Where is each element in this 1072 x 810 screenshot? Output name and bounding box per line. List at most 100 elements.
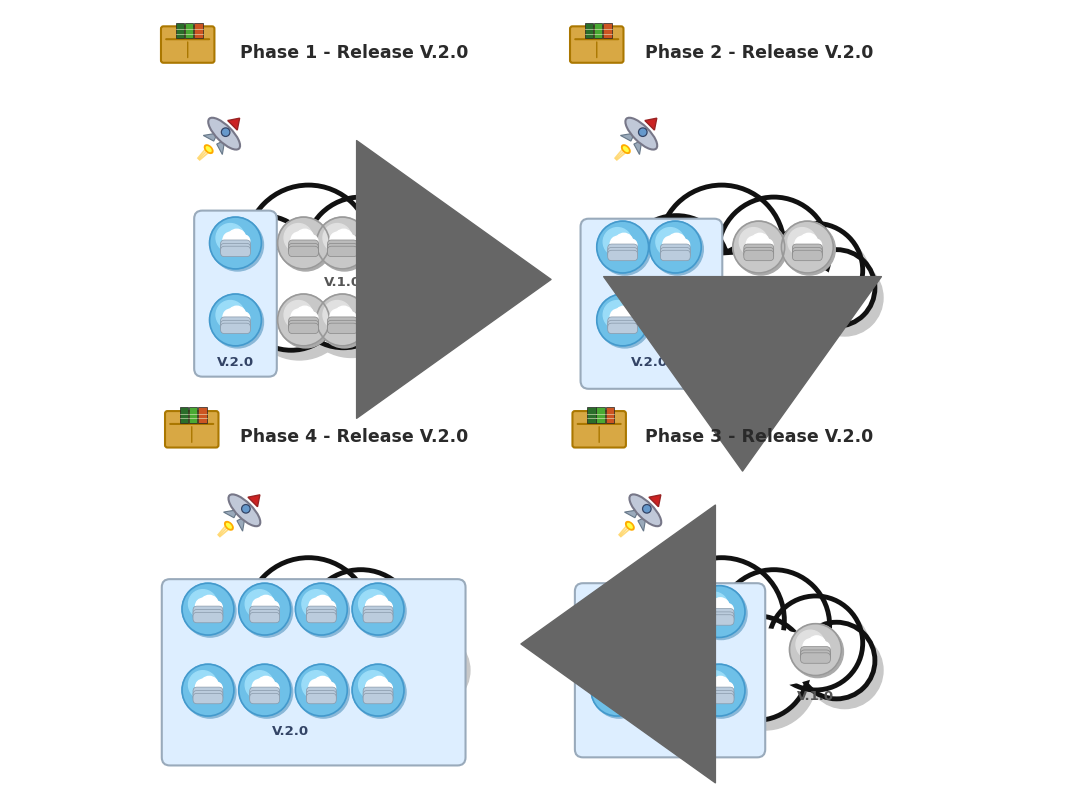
Circle shape [769,596,863,690]
Bar [584,23,593,39]
Circle shape [796,630,824,659]
Circle shape [644,506,650,512]
Bar [587,407,596,423]
Circle shape [316,294,369,346]
FancyBboxPatch shape [221,246,251,257]
Circle shape [356,217,407,269]
Text: Phase 2 - Release V.2.0: Phase 2 - Release V.2.0 [645,44,874,62]
Circle shape [370,595,388,613]
FancyBboxPatch shape [608,317,638,327]
Circle shape [604,228,631,256]
Circle shape [733,221,785,273]
Circle shape [384,312,396,324]
Circle shape [217,301,244,329]
Circle shape [659,557,785,683]
Text: V.1.0: V.1.0 [764,275,802,288]
Circle shape [704,243,808,347]
Circle shape [298,586,349,637]
Circle shape [678,312,689,324]
Circle shape [239,583,291,635]
FancyBboxPatch shape [367,317,397,327]
Circle shape [751,302,769,320]
Circle shape [357,220,410,271]
Circle shape [184,586,236,637]
Circle shape [219,598,324,702]
Circle shape [243,506,249,512]
Circle shape [700,592,728,620]
Circle shape [809,308,821,320]
Circle shape [318,220,371,271]
Polygon shape [224,509,238,518]
Circle shape [245,185,371,310]
Circle shape [622,262,698,339]
Polygon shape [634,140,642,155]
Polygon shape [204,133,218,141]
Circle shape [209,217,262,269]
Circle shape [211,588,315,693]
FancyBboxPatch shape [250,612,280,623]
Circle shape [252,680,268,695]
FancyBboxPatch shape [602,690,631,701]
Circle shape [316,217,369,269]
Circle shape [597,671,626,699]
Circle shape [650,221,701,273]
Circle shape [609,676,627,694]
FancyBboxPatch shape [704,690,734,701]
Circle shape [696,667,747,718]
Circle shape [182,583,234,635]
Circle shape [644,667,696,718]
Circle shape [718,197,830,309]
FancyBboxPatch shape [288,240,318,250]
FancyBboxPatch shape [660,250,690,261]
Circle shape [599,296,651,348]
Circle shape [362,224,390,252]
Circle shape [642,664,694,716]
FancyBboxPatch shape [193,687,223,697]
FancyBboxPatch shape [792,250,822,261]
Circle shape [209,294,262,346]
Circle shape [700,671,728,699]
Circle shape [788,228,817,256]
Circle shape [761,239,773,251]
Circle shape [795,237,810,252]
Circle shape [694,664,745,716]
Ellipse shape [625,117,657,150]
FancyBboxPatch shape [572,411,626,447]
FancyBboxPatch shape [660,244,690,254]
Circle shape [309,680,325,695]
Circle shape [721,682,733,694]
Circle shape [610,309,626,325]
Circle shape [296,229,314,247]
Circle shape [591,586,643,637]
Circle shape [238,312,250,324]
Circle shape [649,671,678,699]
FancyBboxPatch shape [363,693,393,704]
FancyBboxPatch shape [653,608,683,619]
Circle shape [209,262,285,339]
Text: V.2.0: V.2.0 [217,356,254,369]
Circle shape [219,225,324,330]
Ellipse shape [208,117,240,150]
FancyBboxPatch shape [288,246,318,257]
Circle shape [381,682,392,694]
Circle shape [806,632,883,709]
FancyBboxPatch shape [660,323,690,334]
Circle shape [211,215,315,320]
FancyBboxPatch shape [581,219,723,389]
Circle shape [366,680,382,695]
Circle shape [625,239,637,251]
Circle shape [781,221,833,273]
Ellipse shape [649,628,836,688]
Circle shape [652,245,757,350]
Circle shape [313,207,425,318]
Text: V.2.0: V.2.0 [272,725,309,738]
FancyBboxPatch shape [704,693,734,704]
Circle shape [610,237,626,252]
FancyBboxPatch shape [602,612,631,622]
Bar [606,407,614,423]
Circle shape [241,667,293,718]
Circle shape [659,185,785,310]
Circle shape [356,596,449,690]
Circle shape [784,224,835,275]
Circle shape [238,235,250,247]
